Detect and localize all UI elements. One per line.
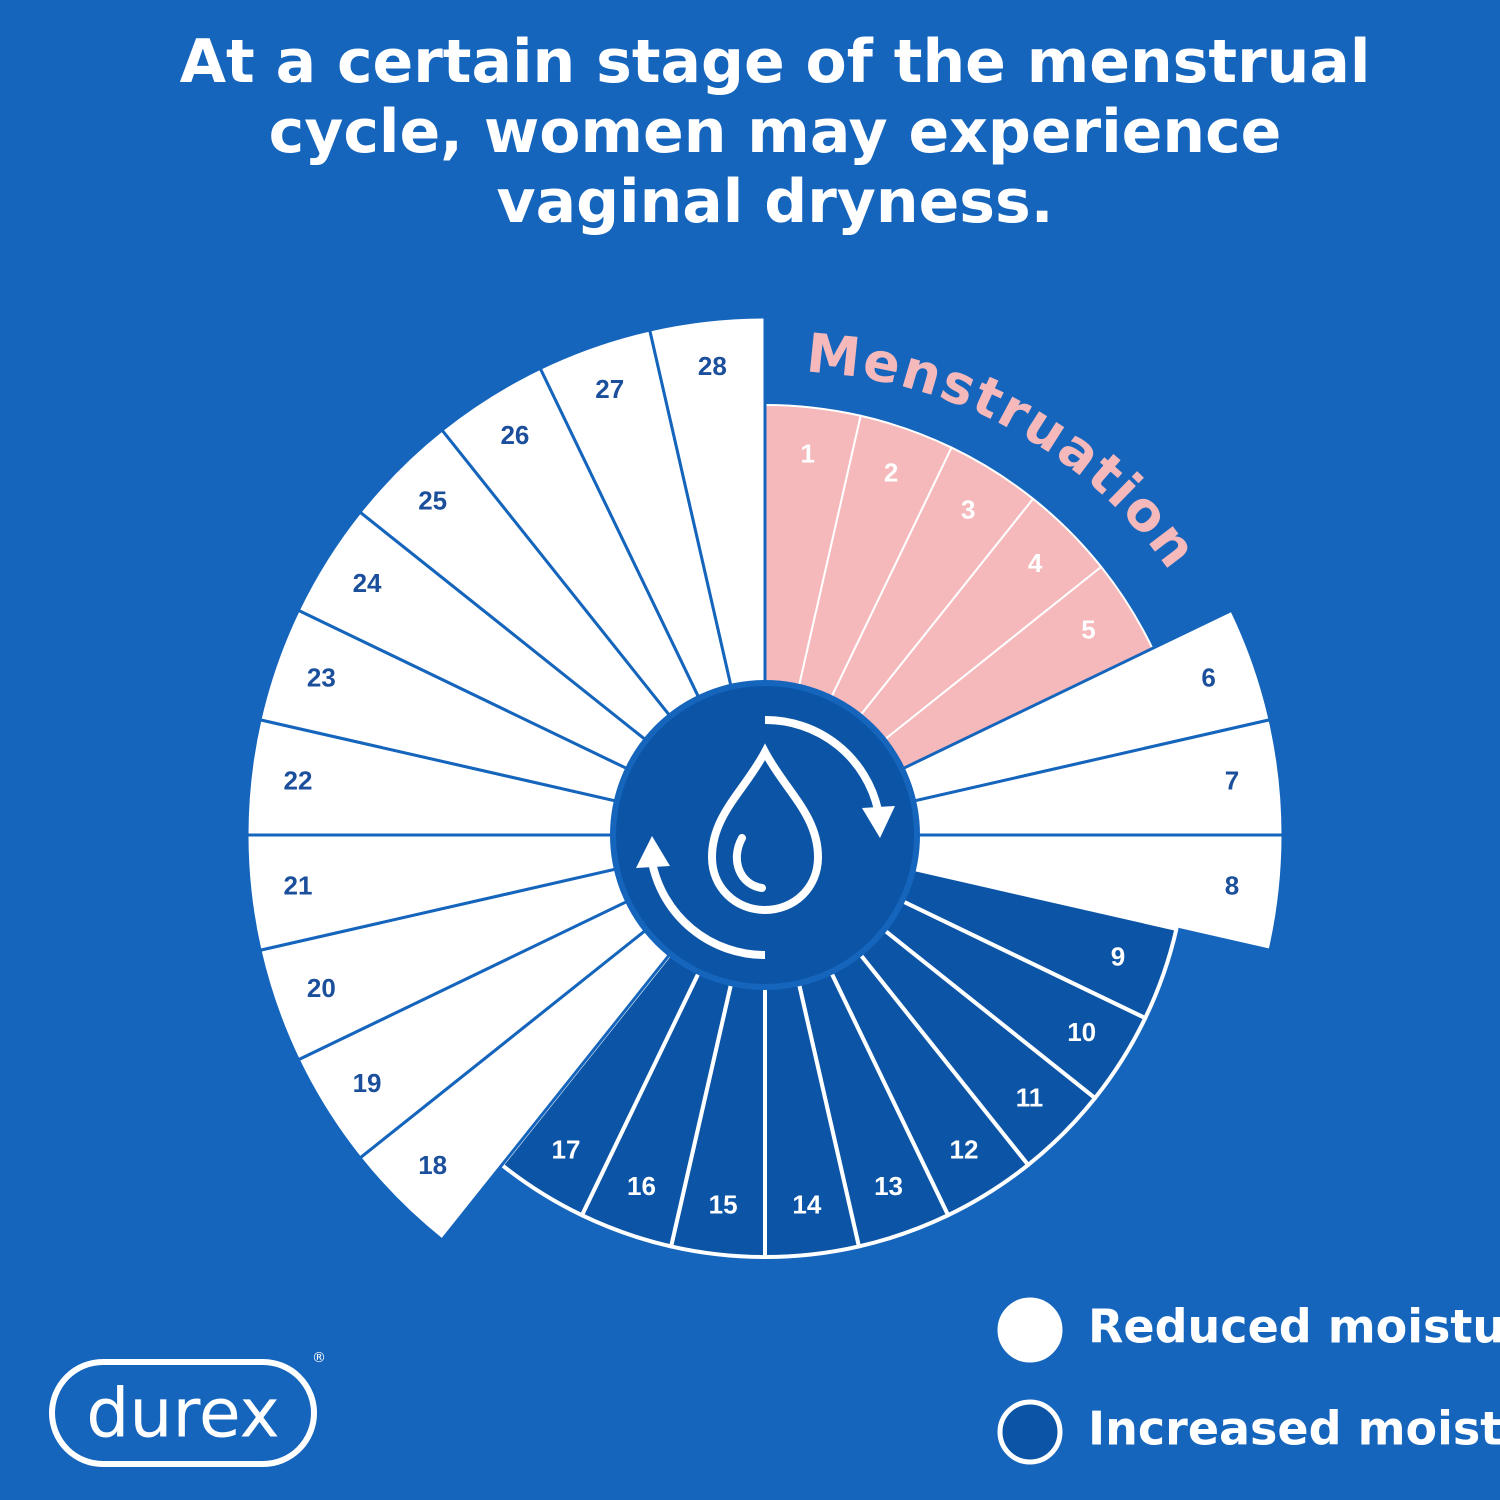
- day-label: 17: [552, 1135, 581, 1165]
- day-label: 19: [353, 1068, 382, 1098]
- drop-highlight: [732, 834, 766, 892]
- cycle-arrow: [764, 715, 882, 811]
- day-label: 25: [418, 486, 447, 516]
- day-label: 3: [961, 494, 975, 524]
- logo: durex ®: [49, 1350, 326, 1467]
- logo-text: durex: [86, 1375, 280, 1454]
- day-label: 6: [1201, 663, 1215, 693]
- cycle-wheel: 1234567891011121314151617181920212223242…: [245, 315, 1285, 1259]
- day-label: 14: [792, 1190, 821, 1220]
- center-icon: [610, 680, 920, 990]
- drop-icon: [707, 743, 823, 915]
- arrow-head: [862, 806, 895, 838]
- day-label: 4: [1028, 548, 1043, 578]
- day-label: 24: [353, 568, 382, 598]
- logo-frame: [49, 1359, 317, 1467]
- day-label: 1: [801, 438, 815, 468]
- title: At a certain stage of the menstrualcycle…: [180, 27, 1371, 237]
- day-label: 18: [418, 1150, 447, 1180]
- day-label: 28: [698, 351, 727, 381]
- arrow-head: [636, 836, 670, 868]
- day-label: 7: [1225, 765, 1239, 795]
- legend-swatch: [997, 1399, 1063, 1465]
- day-label: 9: [1111, 941, 1125, 971]
- day-label: 8: [1225, 870, 1239, 900]
- day-label: 23: [307, 663, 336, 693]
- day-label: 13: [874, 1171, 903, 1201]
- title-line: cycle, women may experience: [269, 97, 1282, 167]
- day-label: 26: [500, 420, 529, 450]
- day-label: 22: [283, 765, 312, 795]
- day-label: 21: [283, 870, 312, 900]
- day-label: 2: [884, 457, 898, 487]
- day-label: 10: [1067, 1017, 1096, 1047]
- legend-swatch: [997, 1297, 1063, 1363]
- cycle-arrow: [648, 861, 766, 960]
- legend-label: Reduced moisture: [1088, 1300, 1500, 1354]
- day-label: 27: [595, 374, 624, 404]
- title-line: At a certain stage of the menstrual: [180, 27, 1371, 97]
- day-label: 12: [950, 1135, 979, 1165]
- day-label: 16: [627, 1171, 656, 1201]
- logo-mark: ®: [312, 1350, 326, 1366]
- day-label: 5: [1081, 615, 1095, 645]
- day-label: 20: [307, 973, 336, 1003]
- legend-label: Increased moisture: [1088, 1402, 1500, 1456]
- day-label: 15: [709, 1190, 738, 1220]
- day-label: 11: [1016, 1082, 1044, 1112]
- center-circle: [610, 680, 920, 990]
- legend: Reduced moisture Increased moisture: [997, 1297, 1500, 1465]
- title-line: vaginal dryness.: [496, 167, 1053, 237]
